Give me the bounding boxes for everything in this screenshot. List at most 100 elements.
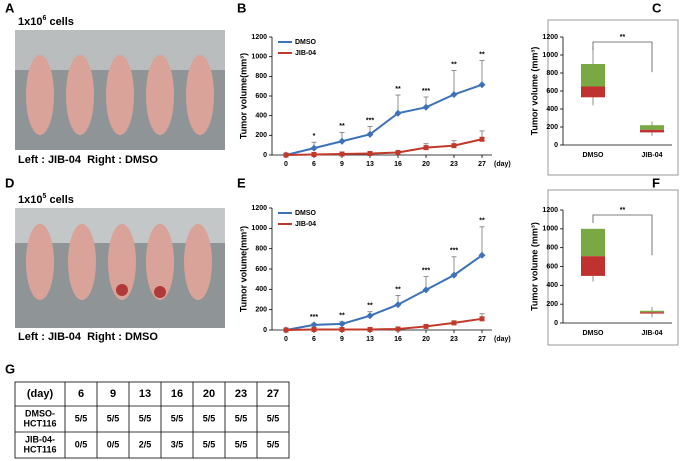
panel-label: B <box>237 0 246 15</box>
marker <box>310 144 318 152</box>
marker <box>478 81 486 89</box>
marker <box>450 91 458 99</box>
significance: ** <box>395 86 401 93</box>
x-tick-label: 13 <box>366 336 374 343</box>
marker <box>367 151 373 157</box>
y-tick-label: 0 <box>263 152 267 159</box>
photo-caption: Left : JIB-04 Right : DMSO <box>18 331 158 343</box>
row-label: HCT116 <box>23 418 56 428</box>
significance: *** <box>422 88 430 95</box>
x-tick-label: 16 <box>394 161 402 168</box>
box-upper <box>640 125 664 130</box>
table-cell: 3/5 <box>171 439 184 449</box>
significance: *** <box>366 117 374 124</box>
y-tick-label: 400 <box>255 113 267 120</box>
row-label: JIB-04- <box>25 434 55 444</box>
marker <box>338 137 346 145</box>
y-tick-label: 1000 <box>251 225 267 232</box>
x-tick-label: 20 <box>422 161 430 168</box>
marker <box>283 327 289 333</box>
x-tick-label: 13 <box>366 161 374 168</box>
box-upper <box>581 228 605 257</box>
marker <box>450 271 458 279</box>
y-axis-title: Tumor volume(mm³) <box>238 226 248 312</box>
photo-caption: Left : JIB-04 Right : DMSO <box>18 154 158 166</box>
significance: ** <box>395 286 401 293</box>
marker <box>422 103 430 111</box>
y-tick-label: 800 <box>255 246 267 253</box>
marker <box>422 286 430 294</box>
marker <box>311 326 317 332</box>
marker <box>366 130 374 138</box>
table-cell: 5/5 <box>267 413 280 423</box>
y-tick-label: 800 <box>255 73 267 80</box>
x-tick-label: 23 <box>450 336 458 343</box>
panel-label: C <box>652 0 662 15</box>
panel-label: D <box>5 175 14 190</box>
photo-d <box>15 208 225 328</box>
x-tick-label: 6 <box>312 336 316 343</box>
marker <box>339 151 345 157</box>
box-lower <box>640 312 664 314</box>
panel-label: E <box>237 175 246 190</box>
table-header: 13 <box>139 388 151 400</box>
table-cell: 5/5 <box>171 413 184 423</box>
cell-count-base: 1x10 <box>18 16 42 28</box>
cell-count: 1x105 cells <box>18 193 74 206</box>
box-lower <box>581 86 605 98</box>
table-cell: 5/5 <box>139 413 152 423</box>
y-tick-label: 1200 <box>251 205 267 212</box>
significance: * <box>313 133 316 140</box>
marker <box>367 326 373 332</box>
y-tick-label: 1200 <box>542 207 558 214</box>
significance: ** <box>479 218 485 225</box>
y-tick-label: 400 <box>546 282 558 289</box>
box-lower <box>581 256 605 276</box>
x-tick-label: 0 <box>284 161 288 168</box>
x-unit: (day) <box>494 161 511 168</box>
table-cell: 5/5 <box>203 439 216 449</box>
y-tick-label: 400 <box>546 106 558 113</box>
table-cell: 5/5 <box>203 413 216 423</box>
table-header: 6 <box>78 388 84 400</box>
y-tick-label: 200 <box>255 132 267 139</box>
marker <box>339 326 345 332</box>
y-tick-label: 400 <box>255 286 267 293</box>
marker <box>395 150 401 156</box>
box-lower <box>640 129 664 133</box>
significance: ** <box>620 34 626 41</box>
y-tick-label: 200 <box>546 124 558 131</box>
y-tick-label: 600 <box>546 88 558 95</box>
marker <box>366 312 374 320</box>
marker <box>311 152 317 158</box>
y-tick-label: 0 <box>554 320 558 327</box>
significance-bracket <box>592 214 653 256</box>
marker <box>479 316 485 322</box>
marker <box>394 301 402 309</box>
marker <box>394 109 402 117</box>
y-tick-label: 200 <box>546 301 558 308</box>
y-tick-label: 200 <box>255 307 267 314</box>
x-tick-label: 20 <box>422 336 430 343</box>
y-axis-title: Tumor volume(mm³) <box>238 53 248 139</box>
y-axis-title: Tumor volume (mm³) <box>529 47 539 136</box>
y-tick-label: 600 <box>255 93 267 100</box>
cell-count-rest: cells <box>46 194 74 206</box>
series-line <box>285 138 483 156</box>
y-tick-label: 1000 <box>542 226 558 233</box>
marker <box>451 320 457 326</box>
table-cell: 0/5 <box>75 439 88 449</box>
x-tick-label: JIB-04 <box>641 152 662 159</box>
table-header: 23 <box>235 388 247 400</box>
significance: ** <box>339 123 345 130</box>
y-tick-label: 0 <box>263 327 267 334</box>
significance: ** <box>451 61 457 68</box>
frame-f <box>547 189 679 346</box>
row-label: HCT116 <box>23 444 56 454</box>
y-tick-label: 600 <box>255 266 267 273</box>
table-cell: 5/5 <box>235 413 248 423</box>
series-line <box>285 317 483 331</box>
table-cell: 5/5 <box>235 439 248 449</box>
x-unit: (day) <box>494 336 511 343</box>
